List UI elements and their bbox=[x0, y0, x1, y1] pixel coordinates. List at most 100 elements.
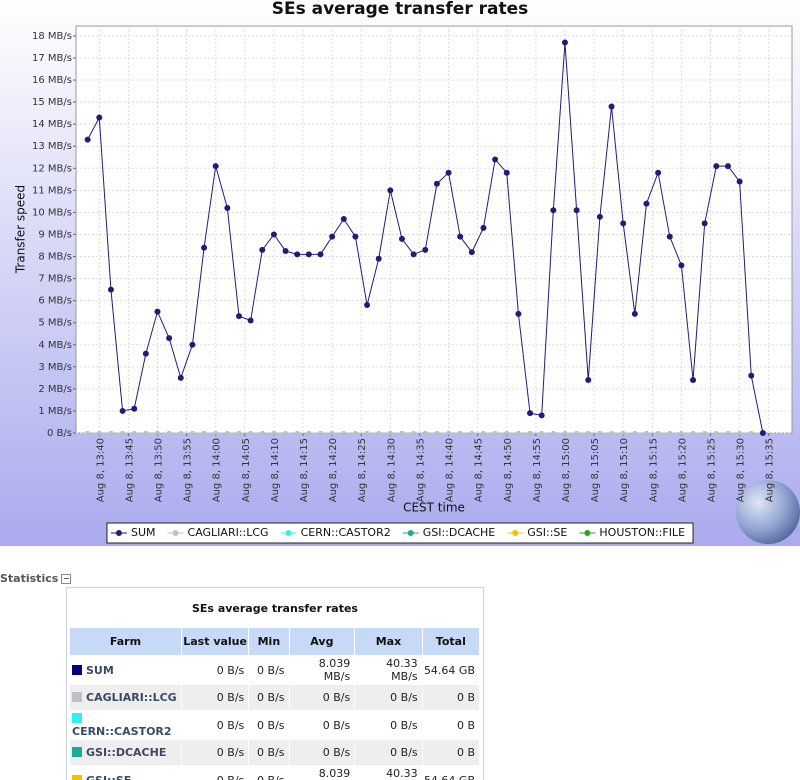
collapse-toggle[interactable]: − bbox=[61, 574, 71, 584]
data-point bbox=[283, 248, 289, 254]
legend-label: GSI::DCACHE bbox=[423, 526, 496, 539]
x-tick-label: Aug 8, 14:55 bbox=[532, 438, 543, 502]
data-point bbox=[643, 201, 649, 207]
legend-label: SUM bbox=[131, 526, 156, 539]
data-point bbox=[400, 431, 404, 435]
legend-label: HOUSTON::FILE bbox=[599, 526, 685, 539]
value-cell: 0 B/s bbox=[289, 740, 355, 766]
data-point bbox=[85, 137, 91, 143]
data-point bbox=[294, 251, 300, 257]
data-point bbox=[342, 431, 346, 435]
x-tick-label: Aug 8, 15:25 bbox=[707, 438, 718, 502]
color-swatch bbox=[72, 665, 82, 675]
data-point bbox=[760, 430, 766, 436]
data-point bbox=[376, 256, 382, 262]
y-tick-label: 8 MB/s bbox=[38, 252, 72, 263]
column-header: Min bbox=[249, 628, 289, 656]
value-cell: 0 B/s bbox=[249, 740, 289, 766]
y-tick-label: 16 MB/s bbox=[32, 75, 72, 86]
data-point bbox=[516, 431, 520, 435]
data-point bbox=[551, 431, 555, 435]
x-tick-label: Aug 8, 15:20 bbox=[677, 438, 688, 502]
data-point bbox=[189, 342, 195, 348]
data-point bbox=[377, 431, 381, 435]
y-tick-label: 18 MB/s bbox=[32, 31, 72, 42]
data-point bbox=[248, 317, 254, 323]
data-point bbox=[539, 412, 545, 418]
data-point bbox=[259, 247, 265, 253]
data-point bbox=[225, 431, 229, 435]
x-tick-label: Aug 8, 13:40 bbox=[95, 438, 106, 502]
x-tick-label: Aug 8, 14:40 bbox=[445, 438, 456, 502]
x-tick-label: Aug 8, 15:00 bbox=[561, 438, 572, 502]
value-cell: 0 B/s bbox=[181, 656, 248, 685]
y-tick-label: 1 MB/s bbox=[38, 406, 72, 417]
data-point bbox=[388, 431, 392, 435]
data-point bbox=[284, 431, 288, 435]
data-point bbox=[492, 156, 498, 162]
table-row: GSI::SE0 B/s0 B/s8.039 MB/s40.33 MB/s54.… bbox=[70, 766, 480, 780]
data-point bbox=[96, 115, 102, 121]
value-cell: 0 B bbox=[422, 740, 479, 766]
value-cell: 0 B bbox=[422, 711, 479, 740]
data-point bbox=[307, 431, 311, 435]
column-header: Avg bbox=[289, 628, 355, 656]
data-point bbox=[597, 214, 603, 220]
y-tick-label: 7 MB/s bbox=[38, 274, 72, 285]
data-point bbox=[655, 170, 661, 176]
data-point bbox=[411, 251, 417, 257]
data-point bbox=[341, 216, 347, 222]
data-point bbox=[527, 410, 533, 416]
data-point bbox=[621, 431, 625, 435]
color-swatch bbox=[72, 713, 82, 723]
data-point bbox=[120, 408, 126, 414]
data-point bbox=[656, 431, 660, 435]
data-point bbox=[260, 431, 264, 435]
data-point bbox=[86, 431, 90, 435]
x-tick-label: Aug 8, 15:05 bbox=[590, 438, 601, 502]
data-point bbox=[353, 431, 357, 435]
value-cell: 0 B/s bbox=[249, 685, 289, 711]
x-tick-label: Aug 8, 13:45 bbox=[124, 438, 135, 502]
y-tick-label: 11 MB/s bbox=[32, 185, 72, 196]
legend-label: GSI::SE bbox=[527, 526, 567, 539]
data-point bbox=[738, 431, 742, 435]
data-point bbox=[97, 431, 101, 435]
color-swatch bbox=[72, 747, 82, 757]
data-point bbox=[633, 431, 637, 435]
legend: SUM CAGLIARI::LCG CERN::CASTOR2 GSI::DCACHE… bbox=[107, 523, 693, 543]
x-tick-label: Aug 8, 14:00 bbox=[212, 438, 223, 502]
y-tick-label: 5 MB/s bbox=[38, 318, 72, 329]
legend-label: CAGLIARI::LCG bbox=[188, 526, 269, 539]
data-point bbox=[620, 220, 626, 226]
data-point bbox=[143, 351, 149, 357]
y-tick-label: 0 B/s bbox=[47, 428, 72, 439]
y-tick-label: 2 MB/s bbox=[38, 384, 72, 395]
data-point bbox=[131, 406, 137, 412]
x-tick-label: Aug 8, 15:10 bbox=[619, 438, 630, 502]
column-header: Last value bbox=[181, 628, 248, 656]
data-point bbox=[644, 431, 648, 435]
data-point bbox=[515, 311, 521, 317]
data-point bbox=[574, 207, 580, 213]
data-point bbox=[329, 234, 335, 240]
data-point bbox=[691, 431, 695, 435]
data-point bbox=[154, 309, 160, 315]
x-tick-label: Aug 8, 15:30 bbox=[736, 438, 747, 502]
data-point bbox=[679, 431, 683, 435]
value-cell: 0 B/s bbox=[249, 711, 289, 740]
data-point bbox=[470, 431, 474, 435]
x-tick-label: Aug 8, 14:45 bbox=[474, 438, 485, 502]
data-point bbox=[528, 431, 532, 435]
column-header: Max bbox=[355, 628, 422, 656]
data-point bbox=[237, 431, 241, 435]
legend-label: CERN::CASTOR2 bbox=[301, 526, 391, 539]
data-point bbox=[575, 431, 579, 435]
data-point bbox=[365, 431, 369, 435]
x-tick-label: Aug 8, 14:15 bbox=[299, 438, 310, 502]
data-point bbox=[446, 170, 452, 176]
column-header: Total bbox=[422, 628, 479, 656]
data-point bbox=[422, 247, 428, 253]
